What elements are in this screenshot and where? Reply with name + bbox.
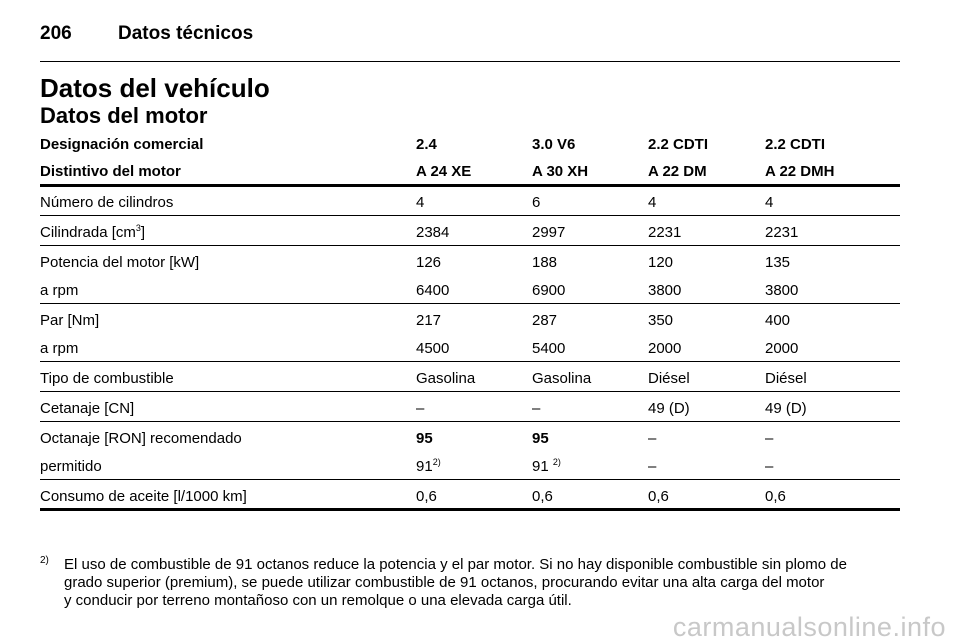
table-cell: 217 (416, 312, 442, 329)
table-cell: 3.0 V6 (532, 136, 576, 153)
table-cell: 0,6 (648, 488, 669, 505)
superscript: 3 (135, 223, 141, 233)
table-cell: 3800 (765, 282, 799, 299)
table-cell: permitido (40, 458, 102, 475)
table-cell: Diésel (648, 370, 690, 387)
table-cell: 2.2 CDTI (765, 136, 826, 153)
rule (40, 508, 900, 511)
table-cell: Cetanaje [CN] (40, 400, 135, 417)
table-cell: 400 (765, 312, 791, 329)
footnote-line: grado superior (premium), se puede utili… (64, 574, 825, 591)
rule (40, 215, 900, 216)
table-cell: Gasolina (532, 370, 592, 387)
table-cell: 350 (648, 312, 674, 329)
table-cell: 6900 (532, 282, 566, 299)
watermark: carmanualsonline.info (672, 612, 946, 642)
table-cell: A 30 XH (532, 163, 589, 180)
table-cell: 2.4 (416, 136, 437, 153)
table-cell: 4 (648, 194, 657, 211)
table-cell: Designación comercial (40, 136, 204, 153)
rule (40, 479, 900, 480)
rule (40, 245, 900, 246)
rule (40, 184, 900, 187)
footnote-mark: 2) (40, 555, 49, 566)
table-cell: 91 2) (532, 457, 561, 475)
table-cell: – (765, 458, 774, 475)
table-cell: 0,6 (416, 488, 437, 505)
table-cell: 2.2 CDTI (648, 136, 709, 153)
rule (40, 361, 900, 362)
rule (40, 303, 900, 304)
table-cell: 2997 (532, 224, 566, 241)
footnote-line: y conducir por terreno montañoso con un … (64, 592, 572, 609)
rule (40, 421, 900, 422)
rule (40, 391, 900, 392)
table-cell: A 22 DM (648, 163, 707, 180)
table-cell: 49 (D) (648, 400, 690, 417)
cell-text: 95 (532, 430, 549, 447)
title: Datos del vehículo (40, 73, 270, 103)
table-cell: A 22 DMH (765, 163, 835, 180)
table-cell: Tipo de combustible (40, 370, 174, 387)
table-cell: – (532, 400, 541, 417)
subtitle: Datos del motor (40, 103, 208, 128)
table-cell: Par [Nm] (40, 312, 100, 329)
cell-text: ] (140, 224, 146, 241)
table-cell: Diésel (765, 370, 807, 387)
table-cell: Octanaje [RON] recomendado (40, 430, 242, 447)
table-cell: 6 (532, 194, 541, 211)
table-cell: Gasolina (416, 370, 476, 387)
page-number: 206 (40, 23, 72, 44)
table-cell: 188 (532, 254, 558, 271)
cell-text: 91 (532, 458, 553, 475)
rule (40, 61, 900, 62)
table-cell: 2000 (648, 340, 682, 357)
superscript: 2) (432, 457, 441, 467)
table-cell: 0,6 (532, 488, 553, 505)
table-cell: Consumo de aceite [l/1000 km] (40, 488, 247, 505)
table-cell: 5400 (532, 340, 566, 357)
table-cell: Distintivo del motor (40, 163, 181, 180)
table-cell: – (648, 458, 657, 475)
table-cell: 95 (532, 431, 549, 446)
superscript: 2) (552, 457, 561, 467)
table-cell: a rpm (40, 282, 79, 299)
table-cell: 6400 (416, 282, 450, 299)
table-cell: 4 (416, 194, 425, 211)
table-cell: A 24 XE (416, 163, 472, 180)
table-cell: 126 (416, 254, 442, 271)
table-cell: Potencia del motor [kW] (40, 254, 200, 271)
table-cell: 49 (D) (765, 400, 807, 417)
table-cell: 2231 (765, 224, 799, 241)
table-cell: 135 (765, 254, 791, 271)
table-cell: 912) (416, 457, 441, 475)
table-cell: 4 (765, 194, 774, 211)
table-cell: 2000 (765, 340, 799, 357)
cell-text: Cilindrada [cm (40, 224, 136, 241)
table-cell: 95 (416, 431, 433, 446)
table-cell: 120 (648, 254, 674, 271)
table-cell: – (648, 430, 657, 447)
table-cell: Cilindrada [cm3] (40, 223, 146, 241)
table-cell: – (416, 400, 425, 417)
footnote-line: El uso de combustible de 91 octanos redu… (64, 556, 847, 573)
table-cell: 0,6 (765, 488, 786, 505)
table-cell: 4500 (416, 340, 450, 357)
table-cell: – (765, 430, 774, 447)
cell-text: 91 (416, 458, 433, 475)
table-cell: 287 (532, 312, 558, 329)
table-cell: Número de cilindros (40, 194, 174, 211)
table-cell: 2384 (416, 224, 450, 241)
cell-text: 95 (416, 430, 433, 447)
table-cell: 2231 (648, 224, 682, 241)
table-cell: 3800 (648, 282, 682, 299)
table-cell: a rpm (40, 340, 79, 357)
section-title: Datos técnicos (118, 23, 254, 44)
